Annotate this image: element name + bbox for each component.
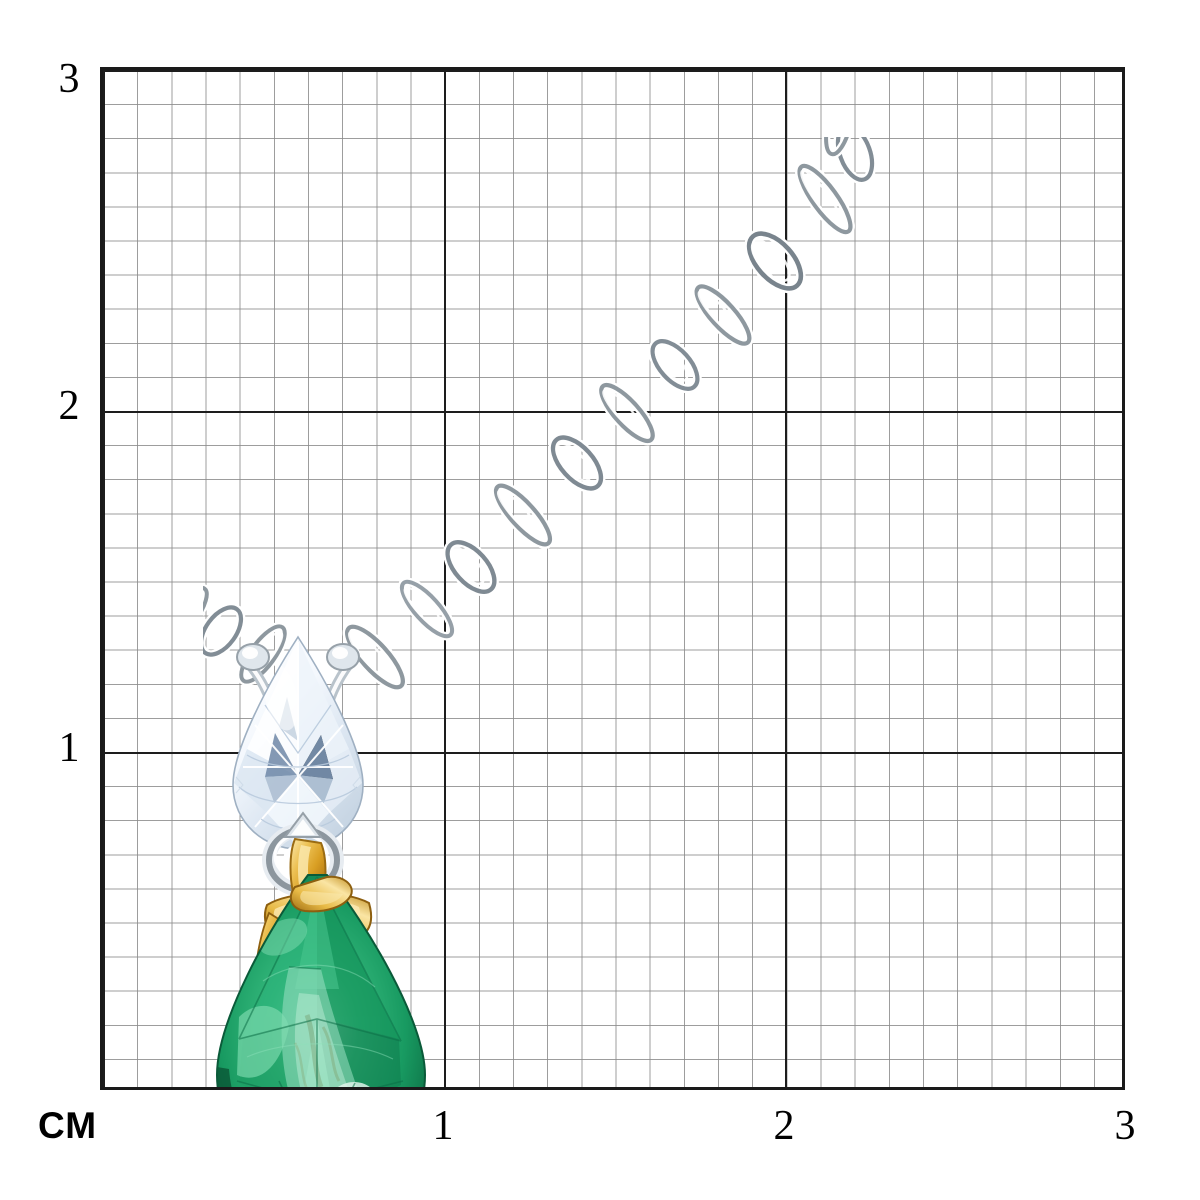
grid-major-hline-1cm <box>103 752 1122 754</box>
emerald-outline <box>215 874 427 1087</box>
grid-major-hline-3cm <box>103 70 1122 72</box>
y-axis-tick-1: 1 <box>58 725 80 771</box>
unit-label: CM <box>38 1105 97 1146</box>
chain-right-branch <box>342 137 877 692</box>
chain-left-branch <box>203 583 289 686</box>
y-axis-tick-2: 2 <box>58 383 80 429</box>
grid-major-vline-0cm <box>103 70 105 1087</box>
emerald-drop <box>215 874 427 1087</box>
measurement-grid <box>100 67 1125 1090</box>
diamond-prongs <box>236 643 360 720</box>
emerald-prongs <box>289 875 353 913</box>
x-axis-tick-1: 1 <box>432 1103 454 1149</box>
diamond-station <box>233 637 363 849</box>
jewelry-photograph <box>203 137 1122 1087</box>
x-axis-tick-2: 2 <box>773 1103 795 1149</box>
grid-major-vline-1cm <box>444 70 446 1087</box>
x-axis-tick-3: 3 <box>1114 1103 1136 1149</box>
grid-major-vline-2cm <box>785 70 787 1087</box>
y-axis-tick-3: 3 <box>58 56 80 102</box>
